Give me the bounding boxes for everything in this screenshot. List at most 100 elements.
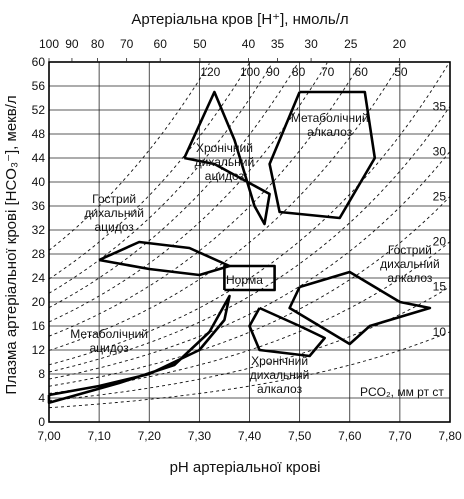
region-label-line: алкалоз [307,125,353,139]
x-tick-label: 7,40 [238,429,262,443]
isobar-line [48,106,451,373]
region-label: Норма [226,273,263,287]
top-tick-label: 40 [242,37,256,51]
region-label: Гострий дихальний алкалоз [380,243,440,285]
isobar-line [48,62,250,280]
clinical-regions [47,90,432,405]
region-label: Метаболічний ацидоз [70,327,148,355]
region-label-line: дихальний [250,368,310,382]
isobar-label: 10 [433,325,447,339]
isobar-label: 30 [433,144,447,158]
region-label-line: дихальний [195,155,255,169]
isobar-label: 80 [292,65,306,79]
region-label-line: Норма [226,273,263,287]
isobar-line [48,63,273,294]
y-tick-label: 16 [32,319,46,333]
region-label-line: дихальний [84,206,144,220]
region-label-line: ацидоз [95,220,135,234]
y-tick-label: 56 [32,79,46,93]
x-tick-label: 7,10 [87,429,111,443]
region-label-line: Хронічний [196,141,253,155]
y-tick-label: 60 [32,55,46,69]
region-label: Хронічний дихальний алкалоз [250,354,310,396]
y-tick-label: 40 [32,175,46,189]
y-tick-label: 0 [38,415,45,429]
y-tick-label: 12 [32,343,46,357]
isobar-line [48,196,451,387]
top-tick-label: 30 [304,37,318,51]
top-tick-label: 25 [344,37,358,51]
isobar-line [48,151,451,380]
region-label-line: Метаболічний [291,111,369,125]
y-tick-label: 28 [32,247,46,261]
y-tick-label: 48 [32,127,46,141]
region-outline [268,90,377,220]
y-tick-label: 24 [32,271,46,285]
top-tick-label: 20 [393,37,407,51]
region-outline [248,306,327,358]
region-label-line: Хронічний [251,354,308,368]
region-label: Хронічний дихальний ацидоз [195,141,255,183]
region-label-line: дихальний [380,257,440,271]
top-axis-title: Артеріальна кров [H⁺], нмоль/л [131,11,348,28]
top-tick-label: 60 [154,37,168,51]
x-tick-label: 7,30 [188,429,212,443]
plot-frame [48,61,451,423]
region-label-line: Гострий [388,243,432,257]
y-tick-label: 44 [32,151,46,165]
top-tick-label: 80 [91,37,105,51]
x-tick-label: 7,60 [338,429,362,443]
x-tick-label: 7,00 [37,429,61,443]
pco2-isobar-legend: PCO₂, мм рт ст [360,385,444,399]
isobar-label: 15 [433,280,447,294]
y-tick-label: 36 [32,199,46,213]
top-tick-label: 50 [193,37,207,51]
region-label: Метаболічний алкалоз [291,111,369,139]
y-tick-label: 20 [32,295,46,309]
region-outline [288,270,432,346]
isobar-line [48,63,210,251]
isobar-line [48,65,448,366]
y-tick-label: 32 [32,223,46,237]
region-label-line: алкалоз [257,382,303,396]
x-axis-title: pH артеріальної крові [170,459,321,476]
y-tick-label: 8 [38,367,45,381]
region-label-line: ацидоз [205,169,245,183]
top-tick-label: 35 [271,37,285,51]
isobar-line [48,331,451,409]
isobar-label: 50 [394,65,408,79]
y-axis-title: Плазма артеріальної крові [HCO₃⁻], мекв/… [3,95,20,394]
x-tick-label: 7,70 [388,429,412,443]
region-label-line: Гострий [92,192,136,206]
isobar-line [48,64,298,308]
isobar-label: 60 [355,65,369,79]
isobar-label: 70 [321,65,335,79]
region-label: Гострий дихальний ацидоз [84,192,144,234]
x-tick-label: 7,50 [288,429,312,443]
top-tick-label: 100 [39,37,59,51]
top-tick-label: 90 [65,37,79,51]
region-label-line: ацидоз [90,341,130,355]
isobar-label: 120 [200,65,220,79]
top-tick-label: 70 [120,37,134,51]
tick-labels: 7,00 7,10 7,20 7,30 7,40 7,50 7,60 7,70 7,800481… [32,37,462,443]
region-outline [183,90,271,226]
region-outline [223,264,276,292]
y-tick-label: 52 [32,103,46,117]
region-outline [47,294,231,405]
isobar-label: 35 [433,99,447,113]
isobar-line [48,64,361,337]
isobar-label: 90 [266,65,280,79]
region-label-line: Метаболічний [70,327,148,341]
region-label-line: алкалоз [387,271,433,285]
isobar-line [48,63,401,351]
isobar-label: 25 [433,189,447,203]
y-tick-label: 4 [38,391,45,405]
x-tick-label: 7,80 [438,429,462,443]
isobar-label: 20 [433,235,447,249]
isobar-label: 100 [240,65,260,79]
